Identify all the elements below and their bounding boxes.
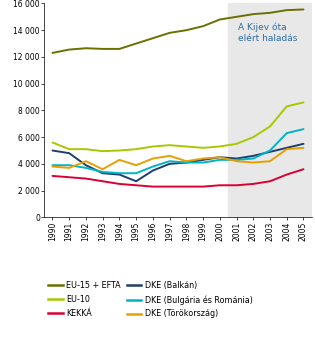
Bar	[228, 3, 312, 217]
Legend: EU-15 + EFTA, EU-10, KEKKÁ, DKE (Balkán), DKE (Bulgária és Románia), DKE (Töröko: EU-15 + EFTA, EU-10, KEKKÁ, DKE (Balkán)…	[48, 281, 253, 318]
Text: A Kijev óta
elért haladás: A Kijev óta elért haladás	[238, 22, 298, 43]
